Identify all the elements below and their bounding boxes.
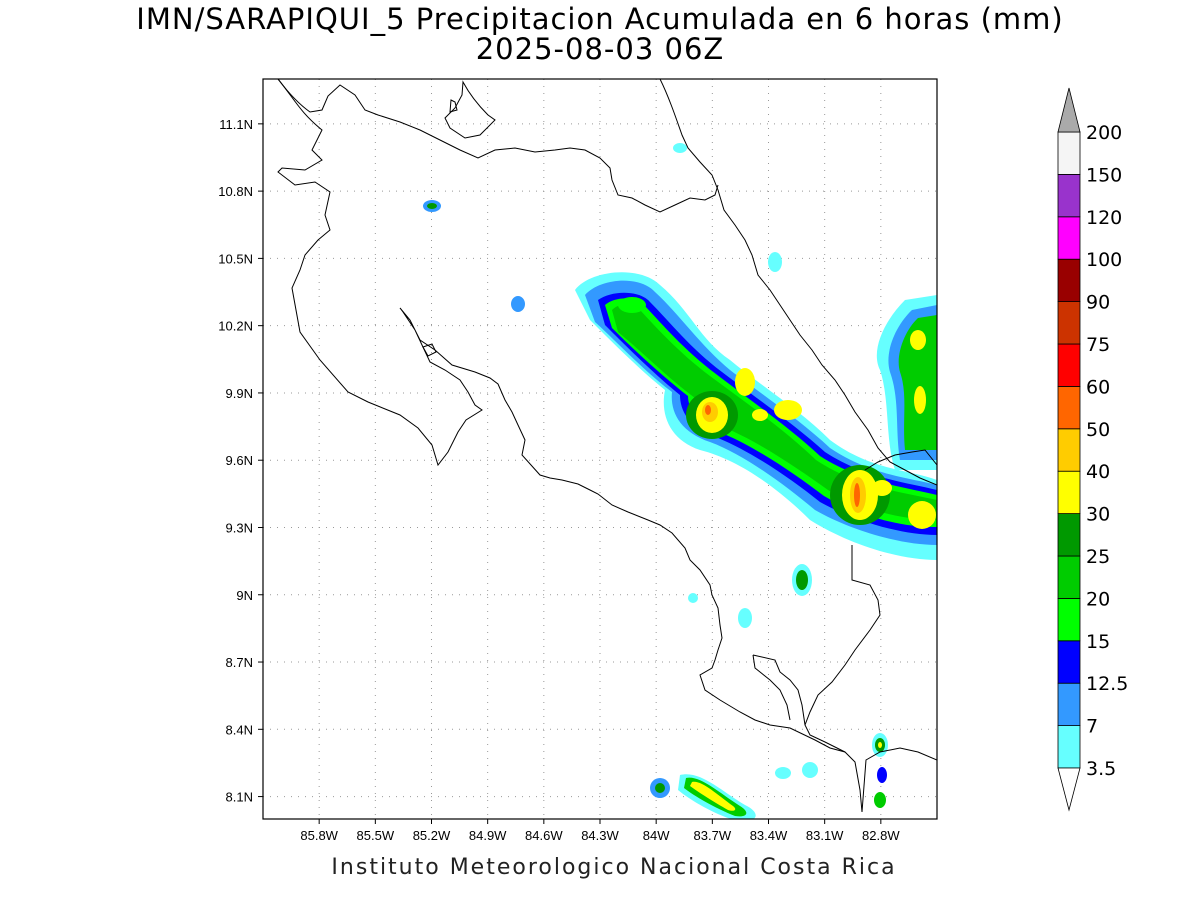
lon-tick-label: 84.6W	[525, 828, 563, 843]
colorbar-label: 90	[1086, 292, 1110, 314]
lat-tick-label: 9N	[236, 588, 253, 603]
colorbar-segment	[1057, 301, 1081, 345]
colorbar-label: 20	[1086, 588, 1110, 610]
colorbar-label: 100	[1086, 249, 1122, 271]
lat-tick-label: 10.2N	[218, 319, 253, 334]
colorbar-label: 7	[1086, 716, 1098, 738]
colorbar-segment	[1057, 513, 1081, 557]
lat-tick-label: 9.9N	[226, 386, 253, 401]
colorbar-segment	[1057, 258, 1081, 303]
colorbar-segment	[1057, 343, 1081, 387]
lon-tick-label: 85.8W	[300, 828, 338, 843]
colorbar-segment	[1057, 216, 1081, 260]
lat-tick-label: 11.1N	[219, 117, 253, 132]
lon-tick-label: 84.3W	[581, 828, 619, 843]
colorbar-under-arrow	[1057, 767, 1081, 812]
coastline	[277, 79, 937, 813]
lat-tick-label: 10.8N	[218, 184, 253, 199]
lon-tick-label: 85.2W	[413, 828, 451, 843]
colorbar-label: 50	[1086, 419, 1110, 441]
colorbar-segment	[1057, 470, 1081, 515]
colorbar-label: 25	[1086, 546, 1110, 568]
lon-tick-label: 85.5W	[357, 828, 395, 843]
colorbar-segment	[1057, 725, 1081, 769]
lon-tick-label: 83.7W	[694, 828, 732, 843]
lon-tick-label: 83.4W	[750, 828, 788, 843]
colorbar-segment	[1057, 428, 1081, 472]
colorbar-label: 200	[1086, 122, 1122, 144]
colorbar-label: 12.5	[1086, 673, 1128, 695]
graticule-grid	[263, 79, 937, 819]
colorbar-label: 40	[1086, 461, 1110, 483]
lon-tick-label: 84W	[643, 828, 670, 843]
colorbar-label: 15	[1086, 631, 1110, 653]
colorbar-segment	[1057, 385, 1081, 430]
colorbar-segment	[1057, 598, 1081, 642]
colorbar-label: 30	[1086, 504, 1110, 526]
latitude-axis: 11.1N 10.8N 10.5N 10.2N 9.9N 9.6N 9.3N 9N 8.7N 8.…	[218, 117, 263, 805]
lon-tick-label: 83.1W	[806, 828, 844, 843]
institution-credit: Instituto Meteorologico Nacional Costa R…	[331, 855, 897, 880]
colorbar-segment	[1057, 131, 1081, 175]
lat-tick-label: 8.1N	[226, 790, 253, 805]
colorbar-label: 60	[1086, 376, 1110, 398]
lon-tick-label: 82.8W	[862, 828, 900, 843]
colorbar-over-arrow	[1057, 87, 1081, 133]
precipitation-field	[423, 143, 937, 819]
colorbar-segment	[1057, 682, 1081, 727]
colorbar-segment	[1057, 555, 1081, 599]
map-title: IMN/SARAPIQUI_5 Precipitacion Acumulada …	[136, 2, 1064, 36]
lat-tick-label: 10.5N	[218, 251, 253, 266]
colorbar-label: 75	[1086, 334, 1110, 356]
lat-tick-label: 8.7N	[226, 655, 253, 670]
colorbar-segment	[1057, 640, 1081, 684]
longitude-axis: 85.8W 85.5W 85.2W 84.9W 84.6W 84.3W 84W 83.7W 83…	[300, 819, 900, 843]
colorbar-label: 150	[1086, 164, 1122, 186]
colorbar-legend: 3.5 7 12.5 15 20 25 30 40 50 60 75 90 100 120 150 200	[1057, 87, 1128, 812]
lon-tick-label: 84.9W	[469, 828, 507, 843]
colorbar-label: 3.5	[1086, 758, 1116, 780]
lat-tick-label: 9.3N	[226, 520, 253, 535]
map-subtitle-date: 2025-08-03 06Z	[475, 32, 725, 66]
lat-tick-label: 8.4N	[226, 722, 253, 737]
colorbar-segment	[1057, 173, 1081, 218]
lat-tick-label: 9.6N	[226, 453, 253, 468]
colorbar-label: 120	[1086, 207, 1122, 229]
